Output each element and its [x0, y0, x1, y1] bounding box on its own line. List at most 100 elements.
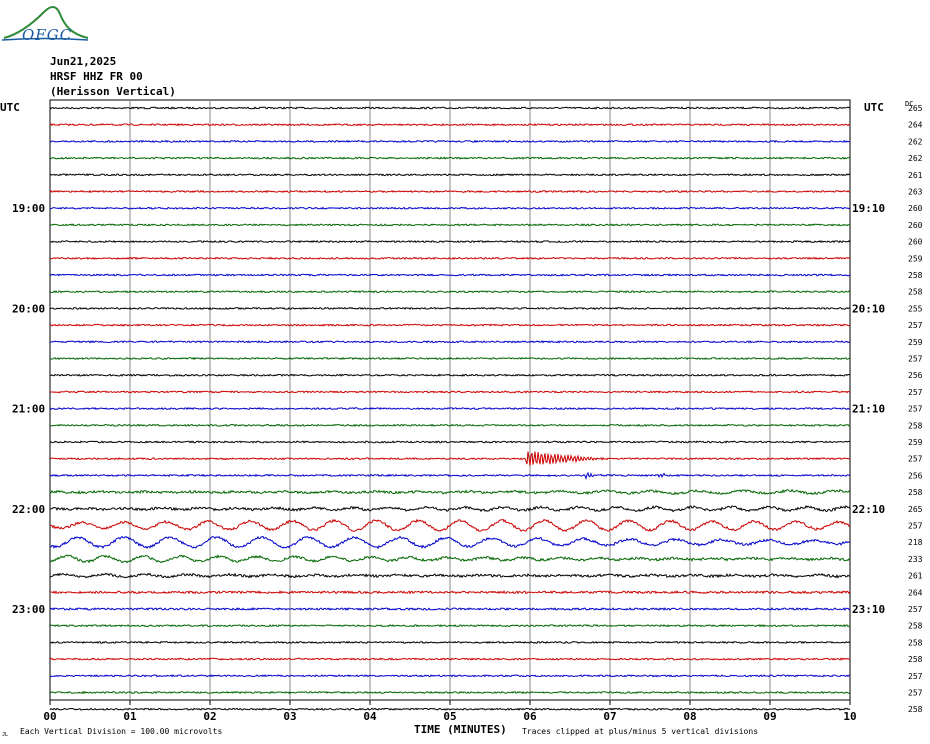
- seismic-trace: [49, 451, 851, 466]
- right-hour-label: 23:10: [852, 603, 885, 616]
- dc-offset-label: 257: [908, 355, 923, 364]
- dc-offset-label: 257: [908, 689, 923, 698]
- left-hour-label: 21:00: [12, 403, 45, 416]
- dc-offset-label: 258: [908, 288, 923, 297]
- seismic-trace: [49, 406, 851, 411]
- dc-column-label: DC: [905, 100, 913, 108]
- chart-date: Jun21,2025: [50, 55, 117, 68]
- seismic-trace: [49, 390, 851, 394]
- logo-swoosh-icon: [1, 6, 89, 41]
- right-hour-label: 20:10: [852, 302, 885, 315]
- dc-offset-label: 260: [908, 221, 923, 230]
- x-axis-title: TIME (MINUTES): [414, 723, 507, 736]
- dc-offset-label: 257: [908, 388, 923, 397]
- footer-scale-note: Each Vertical Division = 100.00 microvol…: [20, 727, 222, 736]
- dc-offset-label: 256: [908, 471, 923, 480]
- seismic-trace: [49, 373, 851, 377]
- dc-offset-label: 233: [908, 555, 923, 564]
- dc-offset-label: 257: [908, 405, 923, 414]
- seismic-trace: [49, 440, 851, 444]
- dc-offset-label: 258: [908, 622, 923, 631]
- x-tick-label: 01: [123, 710, 137, 723]
- seismic-trace: [49, 323, 851, 327]
- seismic-trace: [49, 156, 851, 160]
- dc-offset-label: 262: [908, 154, 923, 163]
- dc-offset-label: 258: [908, 488, 923, 497]
- dc-offset-label: 259: [908, 338, 923, 347]
- x-tick-label: 03: [283, 710, 296, 723]
- seismic-trace: [49, 290, 851, 294]
- x-tick-label: 06: [523, 710, 537, 723]
- dc-offset-label: 257: [908, 605, 923, 614]
- seismic-trace: [49, 572, 851, 579]
- seismic-trace: [49, 206, 851, 210]
- dc-offset-label: 259: [908, 438, 923, 447]
- seismic-trace: [49, 306, 851, 311]
- component-name: (Herisson Vertical): [50, 85, 176, 98]
- seismic-trace: [49, 223, 851, 227]
- seismic-trace: [49, 607, 851, 611]
- seismic-trace: [49, 256, 851, 260]
- seismic-trace: [49, 239, 851, 244]
- dc-offset-label: 258: [908, 271, 923, 280]
- dc-offset-label: 265: [908, 505, 923, 514]
- seismic-trace: [49, 340, 851, 344]
- seismic-trace: [49, 535, 851, 550]
- dc-offset-label: 255: [908, 304, 923, 313]
- x-tick-label: 10: [843, 710, 856, 723]
- dc-offset-label: 218: [908, 538, 923, 547]
- x-tick-label: 08: [683, 710, 696, 723]
- left-hour-label: 20:00: [12, 302, 45, 315]
- dc-offset-label: 256: [908, 371, 923, 380]
- right-hour-label: 21:10: [852, 403, 885, 416]
- seismic-trace: [49, 189, 851, 194]
- dc-offset-label: 257: [908, 522, 923, 531]
- dc-offset-label: 261: [908, 572, 923, 581]
- x-tick-label: 07: [603, 710, 616, 723]
- seismic-trace: [49, 554, 851, 564]
- dc-offset-label: 257: [908, 672, 923, 681]
- x-tick-label: 09: [763, 710, 776, 723]
- seismic-trace: [49, 518, 851, 533]
- seismic-trace: [49, 640, 851, 644]
- x-tick-label: 04: [363, 710, 377, 723]
- dc-offset-label: 264: [908, 121, 923, 130]
- seismic-trace: [49, 488, 851, 496]
- seismic-trace: [49, 106, 851, 110]
- right-hour-label: 22:10: [852, 503, 885, 516]
- seismic-trace: [49, 657, 851, 661]
- left-hour-label: 23:00: [12, 603, 45, 616]
- dc-offset-label: 258: [908, 655, 923, 664]
- dc-offset-label: 262: [908, 137, 923, 146]
- dc-offset-label: 258: [908, 638, 923, 647]
- dc-offset-label: 263: [908, 188, 923, 197]
- dc-offset-label: 260: [908, 238, 923, 247]
- dc-offset-label: 257: [908, 321, 923, 330]
- seismic-trace: [49, 122, 850, 127]
- seismic-trace: [49, 139, 851, 143]
- seismic-trace: [49, 707, 851, 711]
- seismic-trace: [49, 356, 851, 361]
- corner-mark: JL: [2, 732, 8, 738]
- x-tick-label: 02: [203, 710, 216, 723]
- left-hour-label: 19:00: [12, 202, 45, 215]
- station-name: HRSF HHZ FR 00: [50, 70, 143, 83]
- ofgc-logo: OFGC: [0, 0, 90, 50]
- dc-offset-label: 258: [908, 421, 923, 430]
- seismic-trace: [49, 690, 851, 695]
- seismic-trace: [49, 674, 851, 678]
- left-hour-label: 22:00: [12, 503, 45, 516]
- dc-offset-label: 258: [908, 705, 923, 714]
- seismic-trace: [49, 423, 851, 427]
- dc-offset-label: 259: [908, 254, 923, 263]
- seismic-trace: [49, 590, 851, 595]
- dc-offset-label: 261: [908, 171, 923, 180]
- dc-offset-label: 257: [908, 455, 923, 464]
- left-axis-label: UTC: [0, 101, 20, 114]
- seismic-trace: [49, 273, 851, 277]
- x-tick-label: 05: [443, 710, 456, 723]
- dc-offset-label: 264: [908, 588, 923, 597]
- right-hour-label: 19:10: [852, 202, 885, 215]
- right-axis-label: UTC: [864, 101, 884, 114]
- dc-offset-label: 260: [908, 204, 923, 213]
